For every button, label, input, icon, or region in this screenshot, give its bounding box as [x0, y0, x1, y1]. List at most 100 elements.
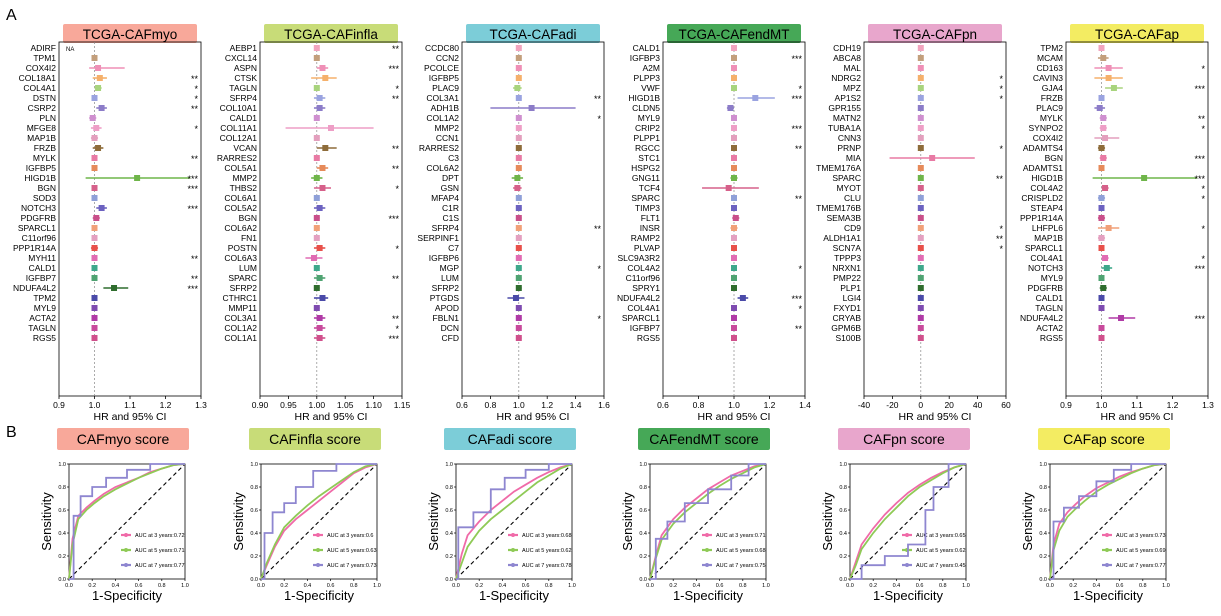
significance-label: *** [1194, 174, 1205, 184]
hr-point [731, 285, 737, 291]
x-tick-label: 1.15 [394, 400, 411, 410]
significance-label: * [395, 324, 399, 334]
hr-point [95, 65, 102, 71]
gene-label: CRYAB [832, 313, 861, 323]
hr-point [917, 265, 924, 271]
gene-label: LUM [441, 273, 459, 283]
legend-marker [511, 548, 515, 552]
gene-label: COL4A2 [627, 263, 660, 273]
y-tick-label: 0.0 [58, 577, 66, 583]
significance-label: ** [392, 144, 400, 154]
gene-label: CNN3 [838, 133, 861, 143]
significance-label: * [798, 84, 802, 94]
significance-label: * [999, 224, 1003, 234]
gene-label: BGN [1045, 153, 1063, 163]
roc-title-box [57, 428, 189, 450]
gene-label: COL12A1 [220, 133, 258, 143]
hr-point [917, 185, 924, 191]
significance-label: ** [795, 194, 803, 204]
legend-label: AUC at 7 years:0.78 [522, 563, 572, 569]
legend-marker [316, 533, 320, 537]
hr-point [313, 195, 320, 201]
hr-point [515, 155, 522, 161]
x-axis-label: 1-Specificity [1073, 588, 1144, 603]
diagonal-line [455, 463, 573, 580]
hr-point [515, 95, 522, 101]
gene-label: NDUFA4L2 [617, 293, 660, 303]
roc-title-box [638, 428, 770, 450]
x-tick-label: 0.2 [1069, 583, 1077, 589]
gene-label: VCAN [233, 143, 257, 153]
significance-label: ** [392, 164, 400, 174]
hr-point [731, 325, 737, 331]
hr-point [313, 45, 320, 51]
hr-point [515, 65, 522, 71]
forest-title-box [667, 24, 801, 43]
gene-label: COL10A1 [220, 103, 258, 113]
gene-label: PMP22 [833, 273, 861, 283]
gene-label: RGCC [635, 143, 660, 153]
significance-label: * [1201, 254, 1205, 264]
hr-point [731, 335, 737, 341]
roc-curve-2 [68, 463, 186, 580]
x-tick-label: 0.4 [1093, 583, 1101, 589]
hr-point [731, 85, 737, 91]
significance-label: * [999, 144, 1003, 154]
x-tick-label: 1.00 [309, 400, 326, 410]
significance-label: *** [1194, 154, 1205, 164]
roc-title: CAFpn score [863, 431, 945, 447]
gene-label: NOTCH3 [1028, 263, 1063, 273]
hr-point [731, 235, 737, 241]
hr-point [1100, 55, 1107, 61]
x-tick-label: 1.3 [195, 400, 207, 410]
hr-point [313, 155, 320, 161]
significance-label: * [999, 74, 1003, 84]
x-tick-label: 0.6 [716, 583, 724, 589]
significance-label: ** [392, 274, 400, 284]
gene-label: IGFBP5 [26, 163, 57, 173]
x-tick-label: 0.4 [499, 583, 507, 589]
hr-point [514, 185, 521, 191]
x-tick-label: 1.4 [570, 400, 582, 410]
gene-label: MYL9 [34, 303, 56, 313]
x-tick-label: -20 [886, 400, 899, 410]
gene-label: SPARCL1 [18, 223, 56, 233]
gene-label: S100B [835, 333, 861, 343]
significance-label: *** [1194, 84, 1205, 94]
hr-point [313, 55, 320, 61]
gene-label: PLPP3 [634, 73, 661, 83]
gene-label: ACTA2 [1036, 323, 1063, 333]
gene-label: MFGE8 [27, 123, 57, 133]
roc-title-box [838, 428, 970, 450]
roc-plots: CAFmyo score0.00.00.20.20.40.40.60.60.80… [39, 428, 1170, 603]
hr-point [1098, 245, 1105, 251]
hr-point [1100, 285, 1107, 291]
roc-curve-2 [849, 463, 967, 580]
gene-label: FRZB [1041, 93, 1064, 103]
y-tick-label: 0.8 [839, 485, 847, 491]
legend-marker [905, 563, 909, 567]
hr-point [917, 115, 924, 121]
x-tick-label: 1.0 [568, 583, 576, 589]
gene-label: COL4A2 [1030, 183, 1063, 193]
forest-frame [863, 41, 1007, 397]
significance-label: ** [191, 104, 199, 114]
roc-title-box [1038, 428, 1170, 450]
gene-label: TPM1 [33, 53, 56, 63]
na-label: NA [66, 47, 74, 53]
x-tick-label: 0.8 [545, 583, 553, 589]
hr-point [313, 135, 320, 141]
significance-label: * [1201, 224, 1205, 234]
gene-label: ADAMTS4 [1023, 143, 1063, 153]
y-axis-label: Sensitivity [231, 492, 246, 551]
gene-label: NDUFA4L2 [1020, 313, 1063, 323]
diagonal-line [260, 463, 378, 580]
y-tick-label: 0.2 [839, 554, 847, 560]
gene-label: CSRP2 [28, 103, 57, 113]
x-tick-label: 0.8 [484, 400, 496, 410]
gene-label: NDRG2 [831, 73, 861, 83]
x-tick-label: 1.2 [764, 400, 776, 410]
diagonal-line [849, 463, 967, 580]
hr-point [316, 335, 323, 341]
hr-point [91, 325, 98, 331]
